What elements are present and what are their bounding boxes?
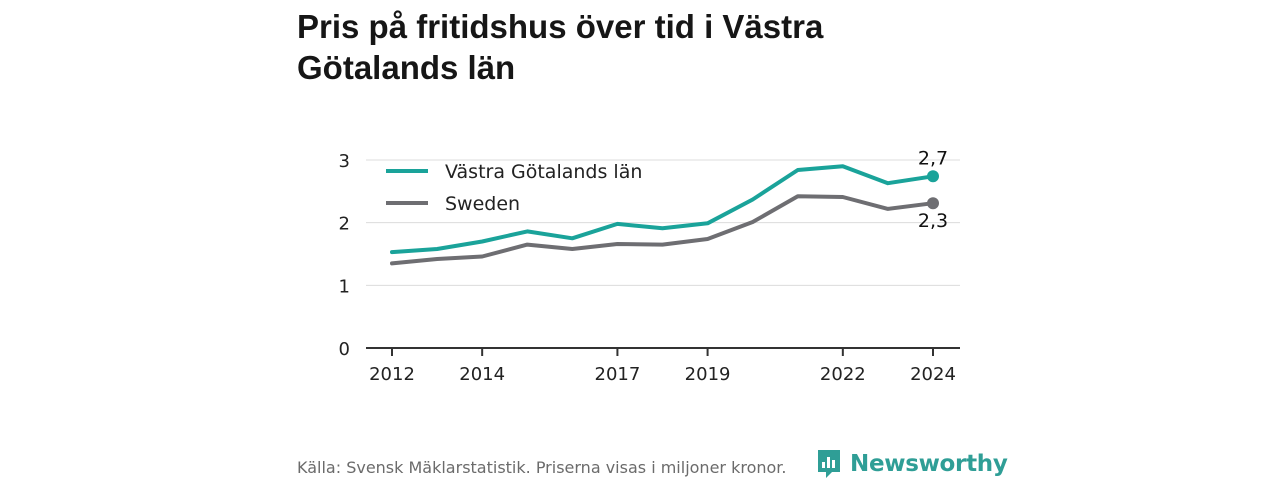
end-value-label-0: 2,7 — [918, 147, 948, 169]
end-point-1 — [927, 197, 939, 210]
brand-logo[interactable]: Newsworthy — [816, 447, 1008, 481]
x-tick-label: 2012 — [369, 364, 415, 385]
end-point-0 — [927, 170, 939, 183]
end-value-label-1: 2,3 — [918, 210, 948, 232]
x-axis: 2012 2014 2017 2019 2022 2024 — [366, 347, 960, 385]
legend-label-1: Sweden — [445, 193, 520, 215]
y-tick-label: 1 — [339, 276, 350, 297]
x-tick-label: 2019 — [685, 364, 731, 385]
x-tick-label: 2014 — [459, 364, 505, 385]
series-lines — [390, 164, 935, 266]
x-tick-label: 2022 — [820, 364, 866, 385]
newsworthy-logo-icon — [818, 450, 840, 478]
legend: Västra Götalands län Sweden — [386, 161, 642, 215]
x-tick-label: 2017 — [595, 364, 641, 385]
grid-lines — [366, 159, 960, 286]
chart-title: Pris på fritidshus över tid i Västra Göt… — [297, 8, 824, 86]
brand-name: Newsworthy — [850, 451, 1008, 477]
x-tick-label: 2024 — [910, 364, 956, 385]
series-line-1 — [390, 194, 935, 266]
y-tick-label: 2 — [339, 214, 350, 235]
series-line-0 — [390, 164, 935, 255]
y-tick-label: 0 — [339, 339, 350, 360]
end-points: 2,7 2,3 — [918, 147, 948, 232]
y-axis-ticks: 0 1 2 3 — [339, 151, 350, 360]
y-tick-label: 3 — [339, 151, 350, 172]
legend-label-0: Västra Götalands län — [445, 161, 642, 183]
source-note: Källa: Svensk Mäklarstatistik. Priserna … — [297, 458, 787, 477]
